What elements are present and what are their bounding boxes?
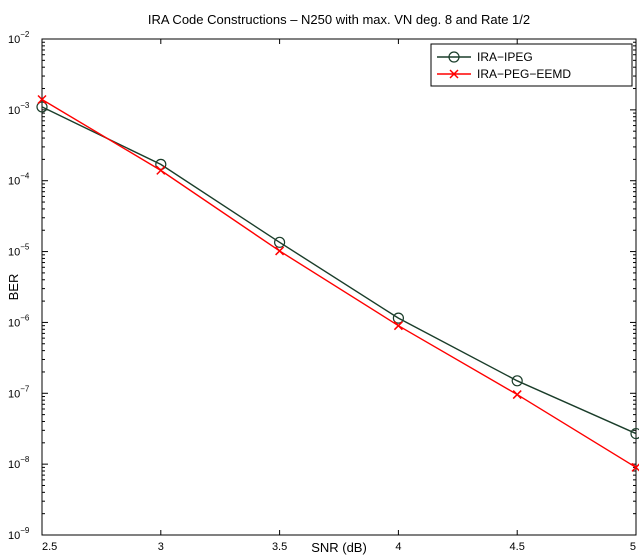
- x-tick-label: 3.5: [272, 541, 287, 553]
- legend-label: IRA−PEG−EEMD: [477, 67, 571, 81]
- x-marker-stroke: [393, 321, 403, 331]
- x-marker: [449, 69, 459, 79]
- series-line: [41, 98, 637, 468]
- y-tick-label: 10−5: [8, 243, 30, 259]
- circle-marker: [274, 236, 286, 248]
- plot-area: [41, 38, 637, 536]
- y-tick-label: 10−3: [8, 101, 30, 117]
- circle-marker: [36, 101, 48, 113]
- x-tick-label: 4.5: [510, 541, 525, 553]
- x-tick-label: 2.5: [42, 541, 57, 553]
- series-line: [41, 106, 637, 435]
- y-axis-title: BER: [6, 274, 21, 301]
- x-marker: [512, 390, 522, 400]
- circle-marker: [392, 312, 404, 324]
- circle-marker: [630, 427, 639, 440]
- y-tick-label: 10−9: [8, 526, 30, 542]
- circle-marker: [448, 51, 460, 63]
- series-1: [36, 101, 639, 440]
- x-tick-label: 4: [395, 541, 401, 553]
- x-tick-label: 3: [158, 541, 164, 553]
- x-marker-stroke: [512, 390, 522, 400]
- x-marker: [275, 246, 285, 256]
- x-axis: 2.5 3 3.5 4 4.5 5: [41, 39, 637, 553]
- x-marker: [393, 321, 403, 331]
- y-tick-label: 10−7: [8, 384, 30, 400]
- chart-title: IRA Code Constructions – N250 with max. …: [148, 12, 530, 27]
- x-tick-label: 5: [630, 541, 636, 553]
- legend-label: IRA−IPEG: [477, 50, 533, 64]
- x-marker-stroke: [275, 246, 285, 256]
- y-tick-label: 10−2: [8, 30, 30, 46]
- legend-box: [430, 43, 633, 87]
- circle-marker: [511, 375, 523, 387]
- x-marker-stroke: [37, 94, 47, 105]
- y-tick-label: 10−6: [8, 313, 30, 329]
- x-marker-stroke: [449, 69, 459, 79]
- y-tick-label: 10−8: [8, 455, 30, 471]
- series-layer: [36, 94, 639, 472]
- legend-entry: IRA−IPEG: [437, 50, 533, 64]
- x-axis-title: SNR (dB): [311, 540, 367, 555]
- legend-entry: IRA−PEG−EEMD: [437, 67, 571, 81]
- x-marker-stroke: [156, 165, 166, 175]
- y-tick-label: 10−4: [8, 172, 30, 188]
- x-marker: [156, 165, 166, 175]
- legend: IRA−IPEG IRA−PEG−EEMD: [430, 43, 633, 87]
- y-axis: 10−9 10−8 10−7 10−6 10−5 10−4 10−3 10−2: [8, 30, 636, 542]
- plot-border: [41, 38, 637, 536]
- x-marker: [37, 94, 47, 105]
